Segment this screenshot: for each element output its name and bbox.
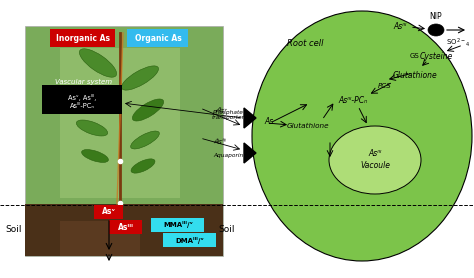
Ellipse shape [329, 126, 421, 194]
Text: GS: GS [410, 53, 420, 59]
Text: Root cell: Root cell [287, 38, 323, 48]
Bar [25, 26, 223, 256]
Text: Vascular system: Vascular system [55, 79, 112, 85]
FancyBboxPatch shape [164, 232, 217, 247]
Bar [25, 204, 223, 256]
Text: Asᴵᴵᴵ: Asᴵᴵᴵ [368, 150, 382, 158]
Text: MMAᴵᴵᴵ/ᵛ: MMAᴵᴵᴵ/ᵛ [163, 220, 193, 227]
Text: As: As [264, 116, 273, 125]
Ellipse shape [132, 99, 164, 121]
Ellipse shape [131, 159, 155, 173]
Text: Soil: Soil [218, 225, 235, 235]
Text: NIP: NIP [430, 11, 442, 21]
Text: Asᴵᴵᴵ-PCₙ: Asᴵᴵᴵ-PCₙ [70, 103, 94, 109]
Ellipse shape [80, 49, 117, 77]
Bar [60, 48, 180, 198]
Polygon shape [244, 108, 256, 128]
Text: Cysteine: Cysteine [419, 51, 453, 61]
Bar [60, 221, 140, 256]
Ellipse shape [71, 88, 106, 108]
Text: Asᴵᴵᴵ: Asᴵᴵᴵ [393, 21, 407, 31]
Text: Organic As: Organic As [135, 34, 182, 43]
Ellipse shape [82, 150, 109, 162]
Text: Glutathione: Glutathione [392, 71, 438, 80]
Polygon shape [244, 143, 256, 163]
Text: Asᵛ, Asᴵᴵᴵ,: Asᵛ, Asᴵᴵᴵ, [68, 93, 96, 101]
Ellipse shape [428, 24, 444, 36]
Ellipse shape [121, 66, 158, 90]
FancyBboxPatch shape [94, 205, 124, 219]
Text: Asᴵᴵᴵ: Asᴵᴵᴵ [213, 138, 226, 146]
Text: Asᵛ: Asᵛ [215, 107, 228, 115]
Text: Asᴵᴵᴵ: Asᴵᴵᴵ [118, 222, 134, 232]
Text: Phosphate
transporter: Phosphate transporter [211, 110, 245, 120]
Text: Inorganic As: Inorganic As [56, 34, 110, 43]
FancyBboxPatch shape [152, 217, 204, 232]
Text: PCS: PCS [378, 83, 392, 89]
Ellipse shape [76, 120, 108, 136]
Text: SO$^{2-}$$_{4}$: SO$^{2-}$$_{4}$ [446, 37, 470, 49]
Text: Asᵛ: Asᵛ [102, 207, 116, 215]
FancyBboxPatch shape [49, 29, 116, 46]
Text: Asᴵᴵᴵ-PCₙ: Asᴵᴵᴵ-PCₙ [338, 96, 367, 105]
FancyBboxPatch shape [109, 220, 143, 234]
Text: Vacoule: Vacoule [360, 162, 390, 170]
Text: Glutathione: Glutathione [287, 123, 329, 129]
Ellipse shape [131, 131, 159, 149]
Text: Soil: Soil [5, 225, 21, 235]
Text: DMAᴵᴵᴵ/ᵛ: DMAᴵᴵᴵ/ᵛ [175, 237, 204, 244]
Text: Aquaporin: Aquaporin [213, 153, 243, 158]
FancyBboxPatch shape [42, 85, 122, 113]
FancyBboxPatch shape [128, 29, 189, 46]
Ellipse shape [252, 11, 472, 261]
